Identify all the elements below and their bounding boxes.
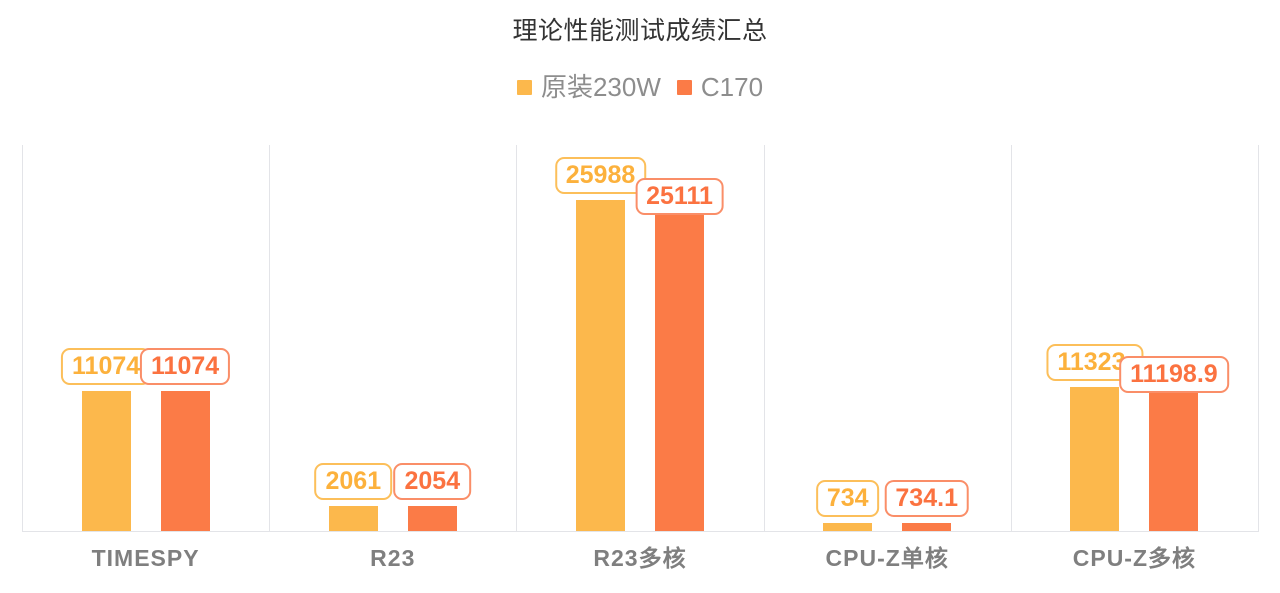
chart-legend: 原装230W C170 [0, 72, 1280, 102]
category-group [764, 145, 1011, 532]
x-axis-label-2: R23 [370, 545, 416, 571]
bar-pair [22, 145, 269, 532]
category-separator-line [764, 145, 765, 532]
value-label-series-2: 2054 [393, 462, 472, 500]
bar-series-1[interactable] [81, 390, 131, 532]
category-separator-line [22, 145, 23, 532]
value-label-series-1: 2061 [314, 462, 393, 500]
value-label-series-2: 11074 [140, 347, 231, 385]
legend-label-series-2: C170 [700, 72, 764, 102]
bar-pair [269, 145, 516, 532]
value-label-series-1: 25988 [554, 157, 647, 195]
bar-series-1[interactable] [328, 505, 378, 532]
legend-item-series-2[interactable]: C170 [676, 72, 764, 102]
x-axis-category-labels: TIMESPY R23 R23多核 CPU-Z单核 CPU-Z多核 [22, 541, 1258, 581]
x-axis-line [22, 531, 1258, 532]
category-separator-line [1258, 145, 1259, 532]
value-label-series-1: 734 [815, 479, 880, 517]
value-label-series-2: 11198.9 [1119, 355, 1229, 393]
x-axis-label-5: CPU-Z多核 [1072, 545, 1197, 571]
value-label-series-2: 25111 [635, 178, 724, 216]
category-group [516, 145, 763, 532]
legend-swatch-icon-series-1 [516, 79, 532, 95]
bar-series-2[interactable] [1149, 388, 1199, 532]
bar-series-1[interactable] [575, 200, 625, 532]
legend-label-series-1: 原装230W [540, 72, 661, 102]
bar-series-1[interactable] [823, 522, 873, 532]
bar-pair [764, 145, 1011, 532]
legend-swatch-icon-series-2 [676, 79, 692, 95]
bar-series-2[interactable] [160, 390, 210, 532]
x-axis-label-1: TIMESPY [91, 545, 200, 571]
category-separator-line [1011, 145, 1012, 532]
value-label-series-2: 734.1 [884, 479, 969, 517]
bar-series-2[interactable] [407, 505, 457, 532]
category-group [1011, 145, 1258, 532]
bar-series-2[interactable] [654, 211, 704, 532]
bar-pair [1011, 145, 1258, 532]
category-separator-line [516, 145, 517, 532]
chart-title: 理论性能测试成绩汇总 [512, 17, 768, 45]
category-separator-line [269, 145, 270, 532]
bar-pair [516, 145, 763, 532]
category-group [269, 145, 516, 532]
bar-series-2[interactable] [902, 522, 952, 532]
category-group [22, 145, 269, 532]
x-axis-label-3: R23多核 [593, 545, 687, 571]
bar-series-1[interactable] [1070, 387, 1120, 532]
value-label-series-1: 11074 [61, 347, 152, 385]
x-axis-label-4: CPU-Z单核 [825, 545, 949, 571]
legend-item-series-1[interactable]: 原装230W [516, 72, 661, 102]
plot-area: 11074 11074 2061 2054 25988 25111 734 734.1 1132… [22, 145, 1259, 532]
